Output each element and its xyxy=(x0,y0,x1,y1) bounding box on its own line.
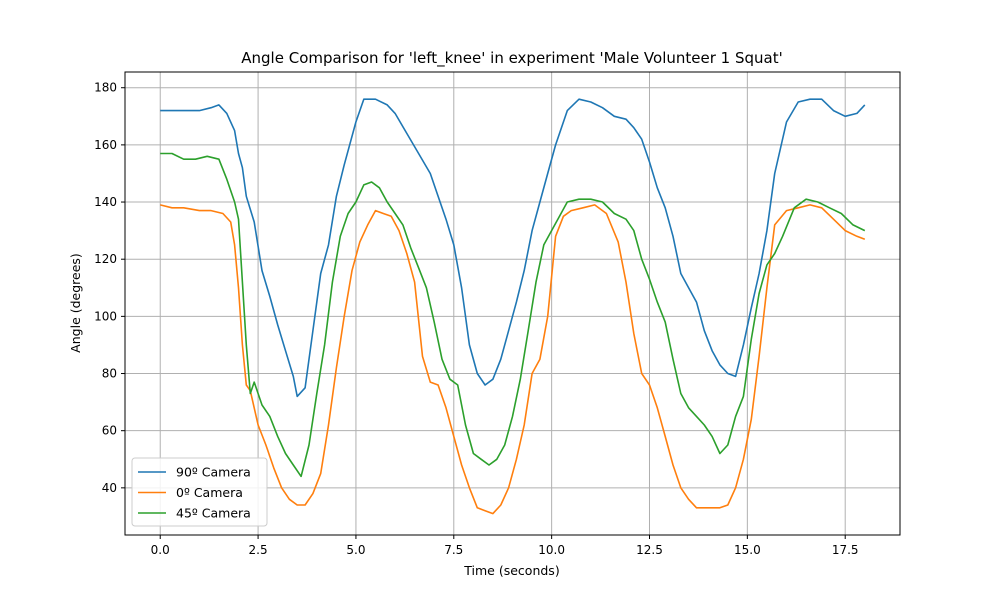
y-tick-label: 60 xyxy=(102,424,117,438)
legend-label: 0º Camera xyxy=(176,485,243,500)
y-axis-label: Angle (degrees) xyxy=(68,253,83,353)
series-lines xyxy=(160,98,866,515)
x-tick-label: 17.5 xyxy=(832,543,859,557)
series-line-1 xyxy=(160,204,866,515)
x-tick-label: 10.0 xyxy=(538,543,565,557)
legend-label: 45º Camera xyxy=(176,506,251,521)
x-tick-label: 5.0 xyxy=(346,543,365,557)
legend: 90º Camera 0º Camera 45º Camera xyxy=(131,457,268,527)
y-tick-label: 80 xyxy=(102,367,117,381)
legend-box xyxy=(131,457,268,527)
y-tick-label: 40 xyxy=(102,481,117,495)
y-tick-label: 100 xyxy=(94,309,117,323)
x-tick-label: 12.5 xyxy=(636,543,663,557)
y-tick-label: 120 xyxy=(94,252,117,266)
y-tick-label: 160 xyxy=(94,138,117,152)
axis-ticks: 0.0 2.5 5.0 7.5 10.0 12.5 15.0 17.5 40 60 80 100 120… xyxy=(94,81,858,557)
y-tick-label: 140 xyxy=(94,195,117,209)
x-tick-label: 15.0 xyxy=(734,543,761,557)
series-line-2 xyxy=(160,152,866,478)
x-tick-label: 7.5 xyxy=(444,543,463,557)
x-tick-label: 0.0 xyxy=(151,543,170,557)
series-line-0 xyxy=(160,98,866,398)
legend-label: 90º Camera xyxy=(176,465,251,480)
chart-title: Angle Comparison for 'left_knee' in expe… xyxy=(241,49,782,68)
x-tick-label: 2.5 xyxy=(249,543,268,557)
x-axis-label: Time (seconds) xyxy=(463,563,559,578)
plot-frame xyxy=(124,71,901,536)
y-tick-label: 180 xyxy=(94,81,117,95)
